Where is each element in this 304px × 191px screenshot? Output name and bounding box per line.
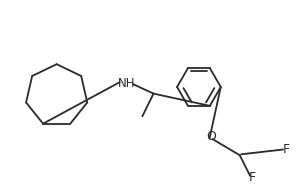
- Text: F: F: [249, 172, 256, 185]
- Text: F: F: [283, 143, 290, 156]
- Text: NH: NH: [118, 77, 135, 90]
- Text: O: O: [206, 130, 216, 143]
